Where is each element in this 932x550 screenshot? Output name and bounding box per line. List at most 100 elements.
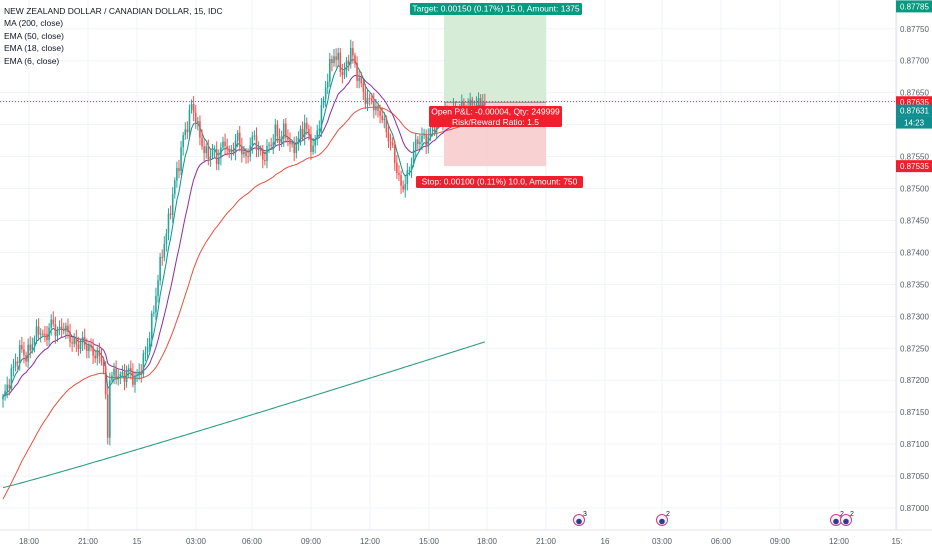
candle <box>2 393 4 408</box>
candle <box>29 336 32 359</box>
candle-body <box>358 77 360 81</box>
candle-body <box>255 135 258 150</box>
candle <box>228 145 231 158</box>
event-marker[interactable]: 3 <box>573 511 588 526</box>
price-tick-label: 0.87350 <box>900 280 929 289</box>
stop-label-box <box>416 176 583 188</box>
candle-body <box>379 110 381 116</box>
candle-body <box>272 142 275 146</box>
candle <box>155 287 157 321</box>
candle <box>268 141 270 154</box>
candle-body <box>102 361 105 366</box>
candle <box>241 137 243 163</box>
candle <box>278 128 281 151</box>
candle <box>190 99 193 114</box>
candle-body <box>385 118 388 133</box>
candle-body <box>163 244 166 258</box>
candle-body <box>389 141 392 143</box>
candle <box>140 364 143 383</box>
candle-body <box>329 59 331 82</box>
candle <box>169 205 172 220</box>
time-tick-label: 15: <box>891 537 902 546</box>
candle <box>349 39 352 69</box>
candle <box>261 144 264 169</box>
candle <box>419 134 421 150</box>
time-tick-label: 18:00 <box>19 537 40 546</box>
candle-body <box>88 345 90 352</box>
event-marker[interactable]: 2 <box>656 511 671 526</box>
candle-body <box>46 333 48 341</box>
candle <box>406 162 409 191</box>
candle <box>329 52 331 88</box>
candle <box>270 137 272 150</box>
price-tick-label: 0.87050 <box>900 472 929 481</box>
event-marker[interactable]: 2 <box>840 511 855 526</box>
candle <box>121 365 124 378</box>
pnl-label-text: Open P&L: -0.00004, Qty: 249999 <box>431 107 560 117</box>
candle-body <box>222 141 224 148</box>
candle <box>201 129 203 150</box>
candle-body <box>157 280 159 296</box>
candle <box>312 137 314 155</box>
candle <box>173 177 176 199</box>
candle-body <box>282 123 285 139</box>
candle-body <box>205 146 208 154</box>
candle-body <box>479 98 482 111</box>
price-tick-label: 0.87450 <box>900 216 929 225</box>
candle <box>301 121 304 141</box>
candle-body <box>44 333 46 335</box>
candle <box>253 130 256 141</box>
countdown-label: 14:23 <box>904 119 925 128</box>
time-tick-label: 06:00 <box>242 537 263 546</box>
candle <box>339 47 342 77</box>
candle <box>161 249 164 266</box>
candle-body <box>320 105 323 129</box>
candle <box>197 116 199 131</box>
candle <box>150 310 153 347</box>
candle <box>243 145 245 158</box>
candle <box>165 228 168 252</box>
candle-body <box>299 128 302 138</box>
candle-body <box>228 149 231 153</box>
candle-body <box>337 52 339 60</box>
candle <box>207 139 210 166</box>
candle <box>305 117 308 135</box>
event-icon-center <box>576 518 582 525</box>
pnl-label: Open P&L: -0.00004, Qty: 249999Risk/Rewa… <box>429 106 562 127</box>
candle-body <box>104 365 107 395</box>
candle-body <box>16 361 19 364</box>
candle <box>421 127 423 151</box>
target-zone <box>444 6 546 103</box>
candle-body <box>475 104 478 108</box>
candle <box>414 133 417 158</box>
time-tick-label: 18:00 <box>477 537 498 546</box>
candle-body <box>398 173 400 176</box>
candle-body <box>266 145 268 162</box>
candle <box>79 338 82 354</box>
candle-body <box>477 98 480 105</box>
candle <box>176 161 178 188</box>
candle-body <box>171 194 174 215</box>
price-tick-label: 0.87700 <box>900 57 929 66</box>
candle <box>383 112 386 129</box>
candle <box>366 90 369 112</box>
candle-body <box>362 83 365 92</box>
candle-body <box>37 326 40 335</box>
candle <box>81 331 84 351</box>
candle-body <box>391 142 394 146</box>
candle-body <box>65 325 67 332</box>
time-tick-label: 03:00 <box>652 537 673 546</box>
candle-body <box>213 148 216 151</box>
candle-body <box>201 137 203 147</box>
candle-body <box>339 52 342 72</box>
event-icon-center <box>843 518 849 525</box>
candle-body <box>14 361 17 367</box>
candle <box>396 155 398 179</box>
price-tick-label: 0.87200 <box>900 376 929 385</box>
candle-body <box>207 146 210 159</box>
candle <box>417 136 419 151</box>
candle <box>119 371 122 385</box>
candle-body <box>155 295 157 313</box>
candle-body <box>148 338 151 347</box>
